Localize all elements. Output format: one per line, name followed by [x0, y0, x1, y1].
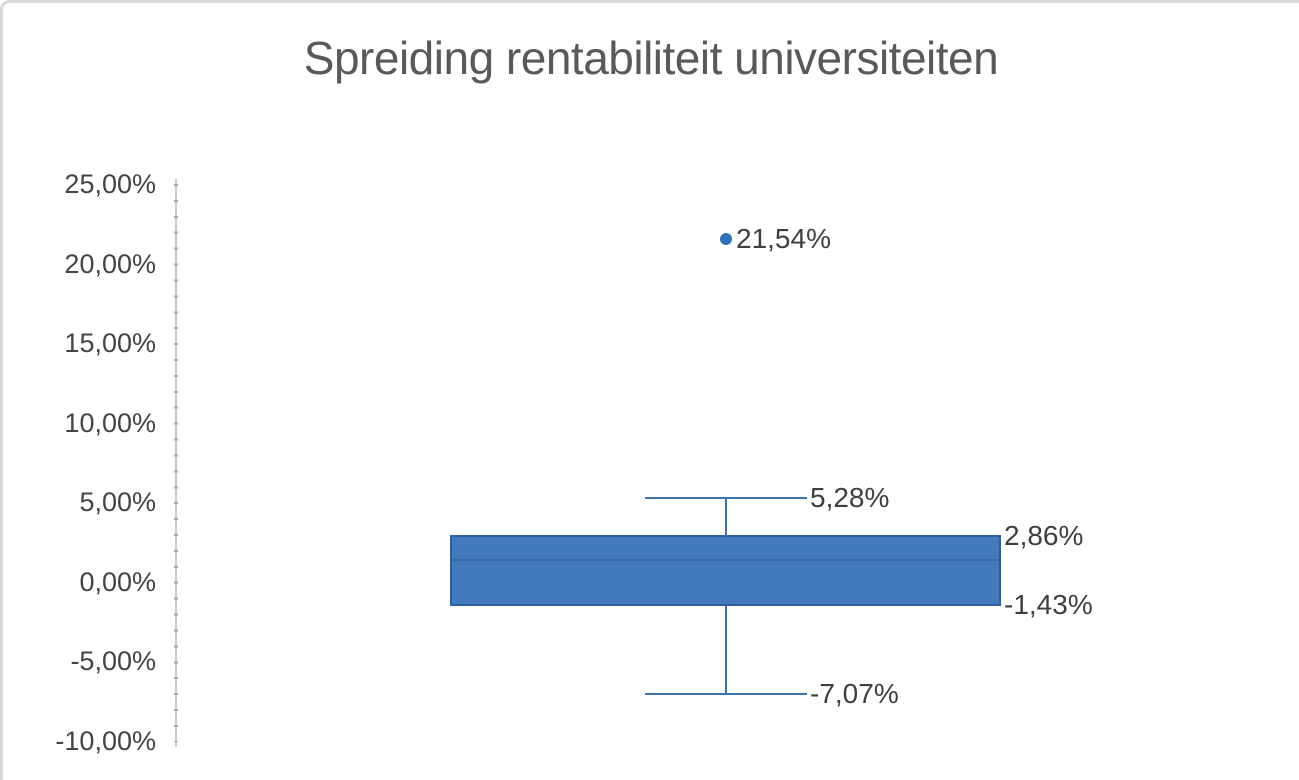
lower-whisker-cap [645, 693, 807, 696]
lower-whisker-line [725, 604, 727, 695]
q1-label: -1,43% [1004, 588, 1093, 620]
y-axis-tick-label: 5,00% [79, 487, 156, 518]
y-axis-tick-label: -5,00% [70, 646, 156, 677]
outlier-point [720, 233, 732, 246]
upper-whisker-cap [645, 496, 807, 499]
outlier-label: 21,54% [736, 223, 831, 255]
q3-label: 2,86% [1004, 520, 1084, 552]
y-axis-tick-label: -10,00% [55, 726, 156, 756]
median-line [452, 558, 999, 561]
y-axis-tick-label: 15,00% [64, 328, 156, 359]
y-axis-tick-label: 20,00% [64, 248, 156, 279]
box-q1-q3 [450, 535, 1001, 606]
y-axis-tick-label: 25,00% [64, 169, 156, 199]
upper-whisker-line [725, 497, 727, 537]
chart-title: Spreiding rentabiliteit universiteiten [303, 32, 999, 84]
whisker-high-label: 5,28% [810, 481, 890, 513]
y-axis-minor-ticks [174, 184, 178, 742]
y-axis-tick-label: 0,00% [79, 566, 156, 597]
whisker-low-label: -7,07% [810, 678, 899, 710]
y-axis-tick-label: 10,00% [64, 407, 156, 438]
